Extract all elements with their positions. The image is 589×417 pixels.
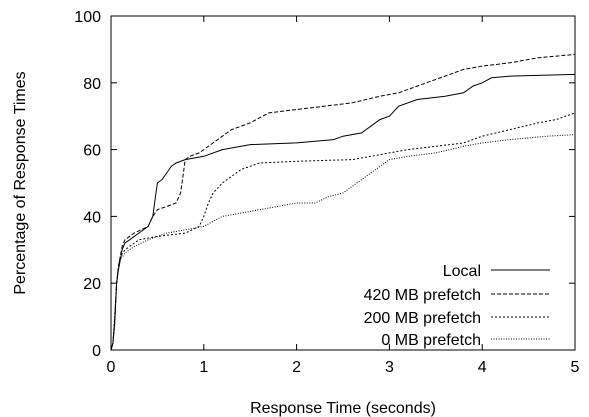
series-layer [110, 53, 576, 351]
legend: Local 420 MB prefetch 200 MB prefetch 0 MB … [364, 263, 550, 349]
y-tick-label: 0 [92, 343, 101, 360]
y-tick-label: 100 [74, 9, 101, 26]
y-tick-label: 60 [83, 143, 101, 160]
legend-label: 420 MB prefetch [364, 287, 481, 304]
legend-label: 0 MB prefetch [381, 332, 481, 349]
x-axis-label: Response Time (seconds) [250, 400, 436, 417]
y-axis-label: Percentage of Response Times [12, 71, 29, 294]
series-line-1 [110, 73, 576, 351]
plot-frame [110, 15, 576, 351]
y-tick-label: 40 [83, 209, 101, 226]
series-line-2 [110, 53, 576, 351]
series-line-3 [110, 112, 576, 351]
legend-label: Local [443, 263, 481, 280]
x-tick-label: 4 [478, 359, 487, 376]
x-tick-label: 3 [385, 359, 394, 376]
x-tick-label: 1 [199, 359, 208, 376]
x-tick-label: 2 [292, 359, 301, 376]
series-line-4 [110, 134, 576, 351]
x-tick-label: 5 [571, 359, 580, 376]
axis-ticks: 0 1 2 3 4 5 0 20 40 60 80 100 [74, 9, 579, 376]
legend-label: 200 MB prefetch [364, 310, 481, 327]
y-tick-label: 80 [83, 76, 101, 93]
y-tick-label: 20 [83, 276, 101, 293]
x-tick-label: 0 [107, 359, 116, 376]
